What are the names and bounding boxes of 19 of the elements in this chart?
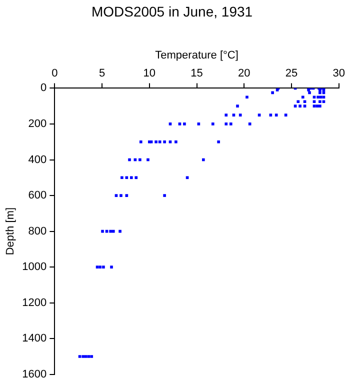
y-tick-label: 600 [28, 190, 47, 202]
y-tick-label: 800 [28, 225, 47, 238]
y-tick-label: 1200 [22, 296, 47, 309]
x-tick-label: 25 [285, 68, 298, 80]
x-axis-title: Temperature [°C] [155, 49, 238, 62]
y-tick-label: 1600 [22, 368, 47, 380]
x-tick-label: 30 [332, 68, 346, 80]
x-tick-label: 0 [52, 68, 58, 80]
x-tick-label: 10 [143, 68, 156, 80]
x-tick-label: 20 [238, 68, 250, 80]
y-tick-label: 200 [28, 118, 47, 130]
x-tick-label: 15 [190, 68, 203, 80]
y-tick-label: 1400 [22, 332, 47, 345]
chart-title: MODS2005 in June, 1931 [91, 3, 253, 20]
x-tick-label: 5 [98, 68, 106, 80]
y-tick-label: 0 [40, 82, 47, 94]
y-axis-title: Depth [m] [4, 207, 17, 256]
y-tick-label: 1000 [22, 261, 47, 274]
y-tick-label: 400 [28, 154, 47, 166]
